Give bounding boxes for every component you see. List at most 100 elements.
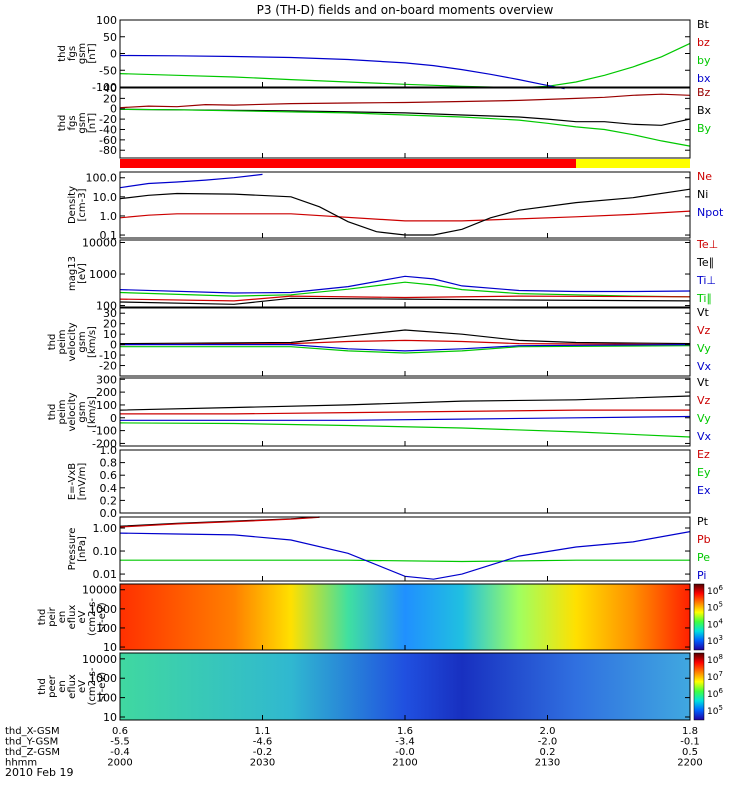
x-tick-label: 2100: [392, 758, 417, 769]
legend-entry: Npot: [697, 206, 724, 219]
legend-entry: Vt: [697, 306, 710, 319]
panel-frame: [119, 307, 691, 377]
y-tick-label: -60: [99, 134, 117, 147]
y-tick-label: 30: [103, 307, 117, 320]
y-tick-label: -40: [99, 123, 117, 136]
y-tick-label: 20: [103, 92, 117, 105]
panels: 100500-50-100thdfgsgsm[nT]Btbzbybx40200-…: [37, 14, 724, 724]
legend-entry: Pi: [697, 569, 706, 582]
y-tick-label: 10: [103, 641, 117, 654]
y-axis-label: Pressure[nPa]: [67, 528, 88, 571]
legend-entry: Vx: [697, 360, 712, 373]
panel-frame: [119, 449, 691, 514]
y-tick-label: -80: [99, 144, 117, 157]
legend-entry: Pb: [697, 533, 711, 546]
legend-entry: Vy: [697, 412, 711, 425]
colorbar-peir-eflux: [693, 583, 705, 651]
y-axis-label: E=-VxB[mV/m]: [67, 463, 88, 501]
series-Te⊥: [119, 295, 691, 302]
y-tick-label: -20: [99, 360, 117, 373]
x-tick-label: 0.2: [540, 747, 556, 758]
mode-bar-segment-1: [576, 159, 690, 168]
x-tick-label: 1.6: [397, 726, 413, 737]
legend-entry: Pt: [697, 515, 709, 528]
colorbar-peer-eflux: [693, 652, 705, 721]
x-tick-label: -2.0: [538, 737, 558, 748]
colorbar-label: 105: [707, 601, 723, 614]
y-tick-label: 10.0: [93, 191, 118, 204]
y-tick-label: -100: [92, 425, 117, 438]
x-tick-label: 2000: [107, 758, 132, 769]
y-tick-label: 0.0: [100, 507, 118, 520]
legend-entry: Ni: [697, 188, 708, 201]
x-tick-label: 1.8: [682, 726, 698, 737]
legend-entry: Bt: [697, 18, 710, 31]
legend-entry: Vy: [697, 342, 711, 355]
y-tick-label: 100: [96, 399, 117, 412]
legend-entry: Vz: [697, 394, 711, 407]
panel-frame: [119, 87, 691, 159]
legend-entry: by: [697, 54, 711, 67]
y-tick-label: 0.10: [93, 545, 118, 558]
legend-entry: bz: [697, 36, 710, 49]
legend-entry: Ti∥: [696, 292, 712, 305]
y-tick-label: 0: [110, 339, 117, 352]
y-tick-label: -200: [92, 437, 117, 450]
y-axis-label: thdfgsgsm[nT]: [57, 112, 98, 133]
y-tick-label: 100.0: [86, 172, 118, 185]
panel-efield: 1.00.80.60.40.20.0 E=-VxB[mV/m] Ez Ey Ex: [67, 444, 711, 520]
y-tick-label: -20: [99, 113, 117, 126]
y-axis-label: Density[cm-3]: [67, 186, 88, 224]
colorbar-label: 104: [707, 617, 723, 630]
legend-entry: Ne: [697, 170, 712, 183]
y-tick-label: 1000: [89, 672, 117, 685]
legend-entry: Ey: [697, 466, 711, 479]
spectrogram-peer-eflux: [120, 653, 690, 720]
series-Pb: [119, 516, 320, 528]
y-axis-label: thdpeimvelocitygsm[km/s]: [47, 322, 98, 361]
panel-frame: [119, 516, 691, 582]
series-Npot: [119, 173, 263, 189]
legend-entry: Pe: [697, 551, 710, 564]
x-tick-label: -4.6: [253, 737, 273, 748]
legend-entry: Vx: [697, 430, 712, 443]
y-tick-label: 1000: [89, 268, 117, 281]
x-axis-labels: thd_X-GSMthd_Y-GSMthd_Z-GSMhhmm0.6-5.5-0…: [5, 726, 703, 769]
y-tick-label: 0: [110, 48, 117, 61]
series-Vy: [120, 345, 691, 354]
y-tick-label: 100: [96, 300, 117, 313]
mode-bar-segment-0: [120, 159, 576, 168]
y-tick-label: 0.6: [100, 469, 118, 482]
y-tick-label: 1.0: [100, 444, 118, 457]
series-by: [119, 42, 691, 89]
panel-peir-eflux: 106 105 104 103 10000 1000 100 10 thdpeireneflux…: [37, 583, 723, 654]
x-tick-label: -0.1: [680, 737, 700, 748]
y-tick-label: 0.2: [100, 494, 118, 507]
legend-entry: Bx: [697, 104, 712, 117]
x-tick-label: 2.0: [540, 726, 556, 737]
colorbar-label: 106: [707, 687, 723, 700]
y-tick-label: 10000: [82, 653, 117, 666]
series-Ne: [119, 210, 691, 222]
y-tick-label: 0: [110, 412, 117, 425]
colorbar-label: 106: [707, 584, 723, 597]
colorbar-label: 107: [707, 670, 723, 683]
legend-entry: By: [697, 122, 712, 135]
x-tick-label: 0.5: [682, 747, 698, 758]
date-label: 2010 Feb 19: [5, 766, 73, 779]
y-tick-label: 1.00: [93, 522, 118, 535]
series-Ti⊥: [119, 275, 691, 294]
legend-entry: Vt: [697, 376, 710, 389]
legend-entry: Ex: [697, 484, 711, 497]
colorbar-label: 105: [707, 704, 723, 717]
y-axis-label: thdpeerenefluxeV(cm2-s-sr-eV): [37, 667, 108, 705]
y-tick-label: 40: [103, 82, 117, 95]
y-tick-label: 20: [103, 318, 117, 331]
panel-peer-eflux: 108 107 106 105 10000 1000 100 10 thdpeereneflux…: [37, 652, 723, 724]
spectrogram-peir-eflux: [120, 584, 690, 650]
series-Pe: [120, 559, 690, 563]
y-tick-label: 1.0: [100, 210, 118, 223]
